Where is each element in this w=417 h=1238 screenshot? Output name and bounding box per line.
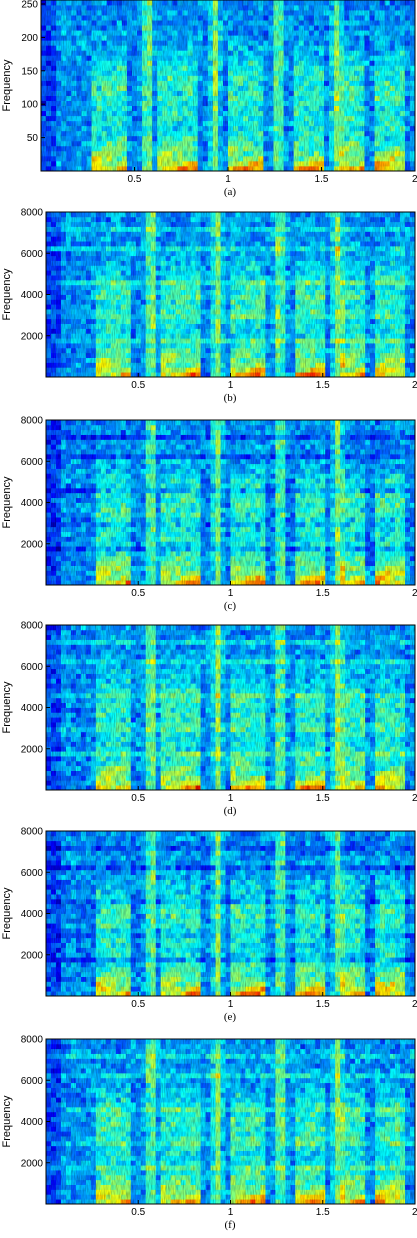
x-tick-label: 0.5 (128, 174, 142, 185)
y-tick-label: 150 (21, 66, 38, 77)
y-axis-label: Frequency (1, 59, 13, 111)
x-tick-label: 2 (412, 174, 417, 185)
spectrogram-heatmap (41, 0, 415, 171)
y-tick-label: 50 (27, 133, 39, 144)
x-tick-label: 1.5 (315, 174, 329, 185)
spectrogram-heatmap (46, 212, 415, 377)
spectrogram-texture (41, 0, 415, 171)
y-tick-label: 250 (21, 0, 38, 11)
panel-a: 50 100 150 200 250 0.5 1 1.5 2 Frequency (a) (1, 0, 417, 198)
y-tick-label: 200 (21, 33, 38, 44)
y-tick-label: 100 (21, 100, 38, 111)
panel-caption: (a) (224, 186, 237, 198)
x-tick-label: 1 (225, 174, 231, 185)
